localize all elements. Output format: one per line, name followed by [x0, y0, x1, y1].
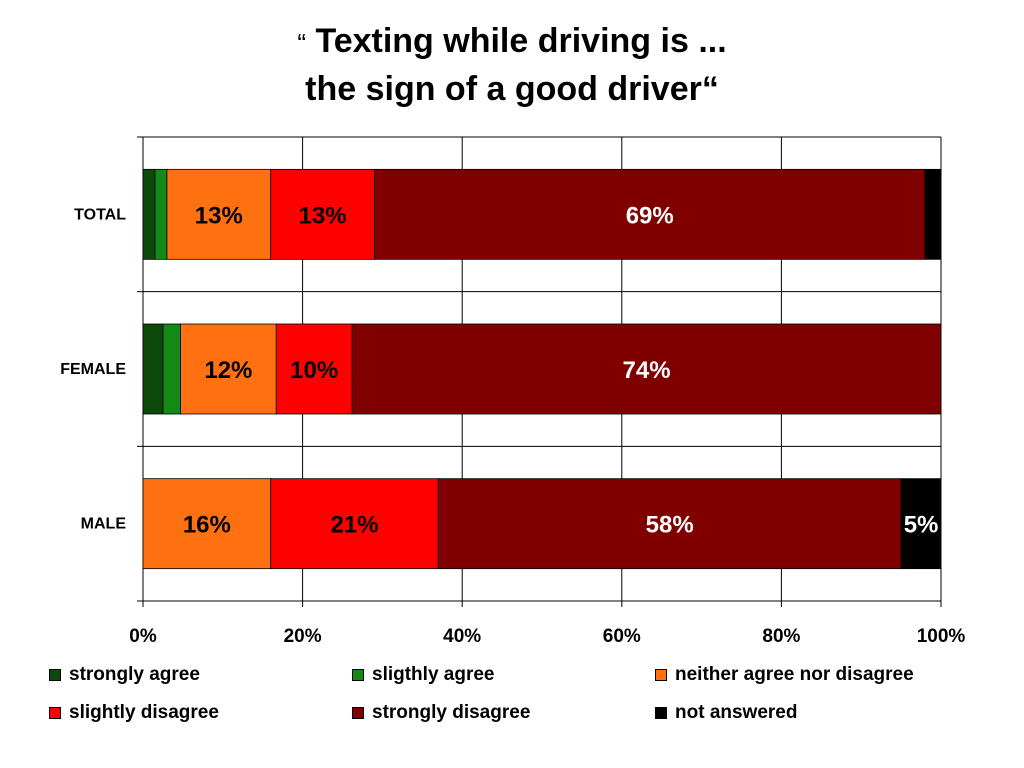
bar-segment — [154, 168, 168, 260]
data-label: 58% — [646, 512, 694, 539]
chart-title: “ Texting while driving is ... the sign … — [0, 18, 1024, 112]
title-open-quote: “ — [297, 28, 306, 58]
category-label: FEMALE — [60, 361, 126, 378]
bar-segment — [270, 478, 439, 570]
x-tick-label: 100% — [917, 626, 966, 647]
data-label: 12% — [204, 357, 252, 384]
data-label: 5% — [904, 512, 939, 539]
title-line-1: Texting while driving is ... — [315, 22, 727, 60]
bar-segment — [166, 168, 272, 260]
title-line-2: the sign of a good driver“ — [305, 70, 719, 108]
x-tick-label: 80% — [762, 626, 800, 647]
x-tick-label: 0% — [129, 626, 157, 647]
bar-segment — [142, 168, 156, 260]
data-label: 13% — [299, 202, 347, 229]
bar-segment — [924, 168, 942, 260]
bar-segment — [270, 168, 375, 260]
bar-segment — [900, 478, 942, 570]
bar-segment — [275, 323, 353, 415]
x-tick-label: 60% — [603, 626, 641, 647]
data-label: 13% — [195, 202, 243, 229]
data-label: 10% — [290, 357, 338, 384]
bar-segment — [162, 323, 181, 415]
data-label: 74% — [623, 357, 671, 384]
data-label: 69% — [626, 202, 674, 229]
x-tick-label: 20% — [284, 626, 322, 647]
bar-segment — [437, 478, 902, 570]
data-label: 16% — [183, 512, 231, 539]
x-tick-label: 40% — [443, 626, 481, 647]
data-label: 21% — [330, 512, 378, 539]
bar-segment — [142, 478, 272, 570]
bar-segment — [142, 323, 164, 415]
category-label: MALE — [81, 516, 127, 533]
bar-segment — [374, 168, 926, 260]
bar-segment — [351, 323, 942, 415]
category-label: TOTAL — [74, 206, 126, 223]
